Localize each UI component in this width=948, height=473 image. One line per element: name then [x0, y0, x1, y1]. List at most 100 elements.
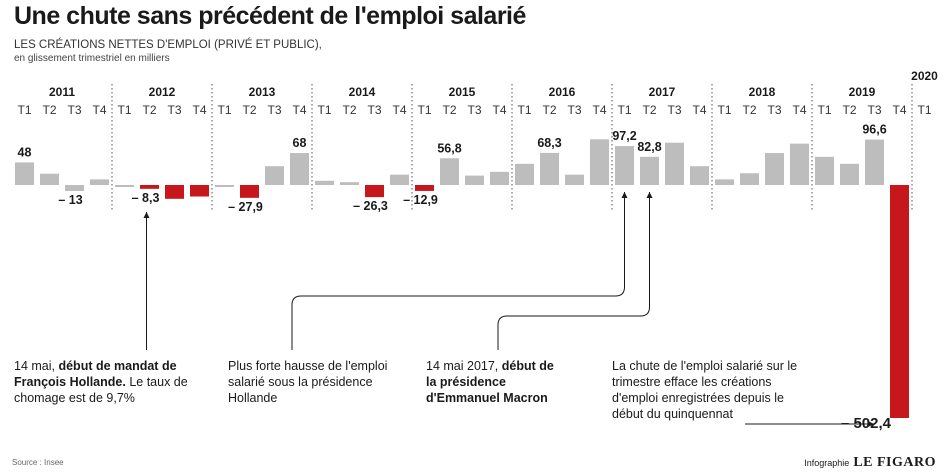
bar [315, 180, 334, 185]
credit-label: Infographie [804, 458, 850, 468]
page-title: Une chute sans précédent de l'emploi sal… [14, 2, 526, 30]
data-label: 82,8 [637, 140, 661, 154]
bar [190, 185, 209, 197]
bar [390, 174, 409, 185]
data-label: 56,8 [437, 141, 461, 155]
data-label: – 12,9 [403, 193, 438, 207]
quarter-label: T4 [392, 103, 406, 117]
bar [665, 142, 684, 185]
bar [540, 152, 559, 185]
quarter-label: T1 [617, 103, 631, 117]
quarter-label: T4 [692, 103, 706, 117]
bar [90, 179, 109, 185]
bar [115, 185, 134, 187]
year-label: 2019 [849, 85, 876, 99]
bar [515, 163, 534, 185]
quarter-label: T1 [217, 103, 231, 117]
year-label: 2014 [349, 85, 376, 99]
quarter-label: T3 [367, 103, 381, 117]
quarter-label: T1 [717, 103, 731, 117]
quarter-label: T4 [592, 103, 606, 117]
year-label: 2020 [911, 69, 938, 83]
bar [865, 139, 884, 185]
bar [690, 166, 709, 185]
bar [140, 185, 159, 189]
bar [490, 171, 509, 185]
arrow-head [868, 421, 874, 427]
bar [740, 173, 759, 185]
quarter-label: T2 [542, 103, 556, 117]
quarter-label: T2 [842, 103, 856, 117]
quarter-label: T1 [417, 103, 431, 117]
data-label: 97,2 [612, 129, 636, 143]
quarter-label: T4 [792, 103, 806, 117]
annotation-hollande-start: 14 mai, début de mandat de François Holl… [14, 359, 188, 405]
source-note: Source : Insee [12, 458, 64, 467]
bar [290, 153, 309, 185]
bar [465, 175, 484, 185]
quarter-label: T3 [667, 103, 681, 117]
data-label: – 26,3 [353, 199, 388, 213]
bar [565, 174, 584, 185]
chart-units-note: en glissement trimestriel en milliers [14, 53, 170, 64]
data-label: 96,6 [862, 123, 886, 137]
bar [240, 185, 259, 198]
quarter-label: T2 [342, 103, 356, 117]
quarter-label: T1 [17, 103, 31, 117]
year-label: 2013 [249, 85, 276, 99]
brand-logo: LE FIGARO [853, 455, 936, 470]
bar [40, 173, 59, 185]
quarter-label: T3 [67, 103, 81, 117]
data-label: 48 [18, 145, 32, 159]
quarter-label: T3 [467, 103, 481, 117]
quarter-label: T4 [192, 103, 206, 117]
quarter-label: T4 [492, 103, 506, 117]
bar [415, 185, 434, 191]
bar [715, 179, 734, 185]
bar [440, 158, 459, 185]
bar [590, 139, 609, 185]
leader-line [291, 192, 625, 350]
quarter-label: T1 [317, 103, 331, 117]
bar [890, 185, 909, 418]
quarter-label: T2 [442, 103, 456, 117]
quarter-label: T1 [117, 103, 131, 117]
annotation-covid-drop: La chute de l'emploi salarié sur le trim… [612, 359, 798, 421]
bar [790, 143, 809, 185]
arrow-head [621, 192, 628, 198]
quarter-label: T4 [292, 103, 306, 117]
quarter-label: T3 [167, 103, 181, 117]
quarter-label: T3 [267, 103, 281, 117]
quarter-label: T2 [642, 103, 656, 117]
bar [815, 156, 834, 185]
bar [15, 162, 34, 185]
data-label: – 8,3 [132, 191, 160, 205]
year-label: 2017 [649, 85, 676, 99]
bar [165, 185, 184, 199]
data-label: 68 [293, 136, 307, 150]
bar [215, 185, 234, 187]
quarter-label: T2 [142, 103, 156, 117]
bar [265, 166, 284, 185]
quarter-label: T4 [892, 103, 906, 117]
credit: Infographie LE FIGARO [804, 455, 936, 471]
quarter-label: T1 [817, 103, 831, 117]
bar [765, 153, 784, 185]
bar [840, 163, 859, 185]
data-label: 68,3 [537, 136, 561, 150]
year-label: 2012 [149, 85, 176, 99]
quarter-label: T2 [742, 103, 756, 117]
arrow-head [143, 212, 150, 218]
quarter-label: T3 [567, 103, 581, 117]
bar [65, 185, 84, 191]
year-label: 2011 [49, 85, 75, 99]
quarter-label: T1 [517, 103, 531, 117]
quarter-label: T3 [767, 103, 781, 117]
year-label: 2016 [549, 85, 576, 99]
leader-line [497, 192, 650, 350]
quarter-label: T2 [42, 103, 56, 117]
year-label: 2015 [449, 85, 476, 99]
bar [365, 185, 384, 198]
quarter-label: T2 [242, 103, 256, 117]
